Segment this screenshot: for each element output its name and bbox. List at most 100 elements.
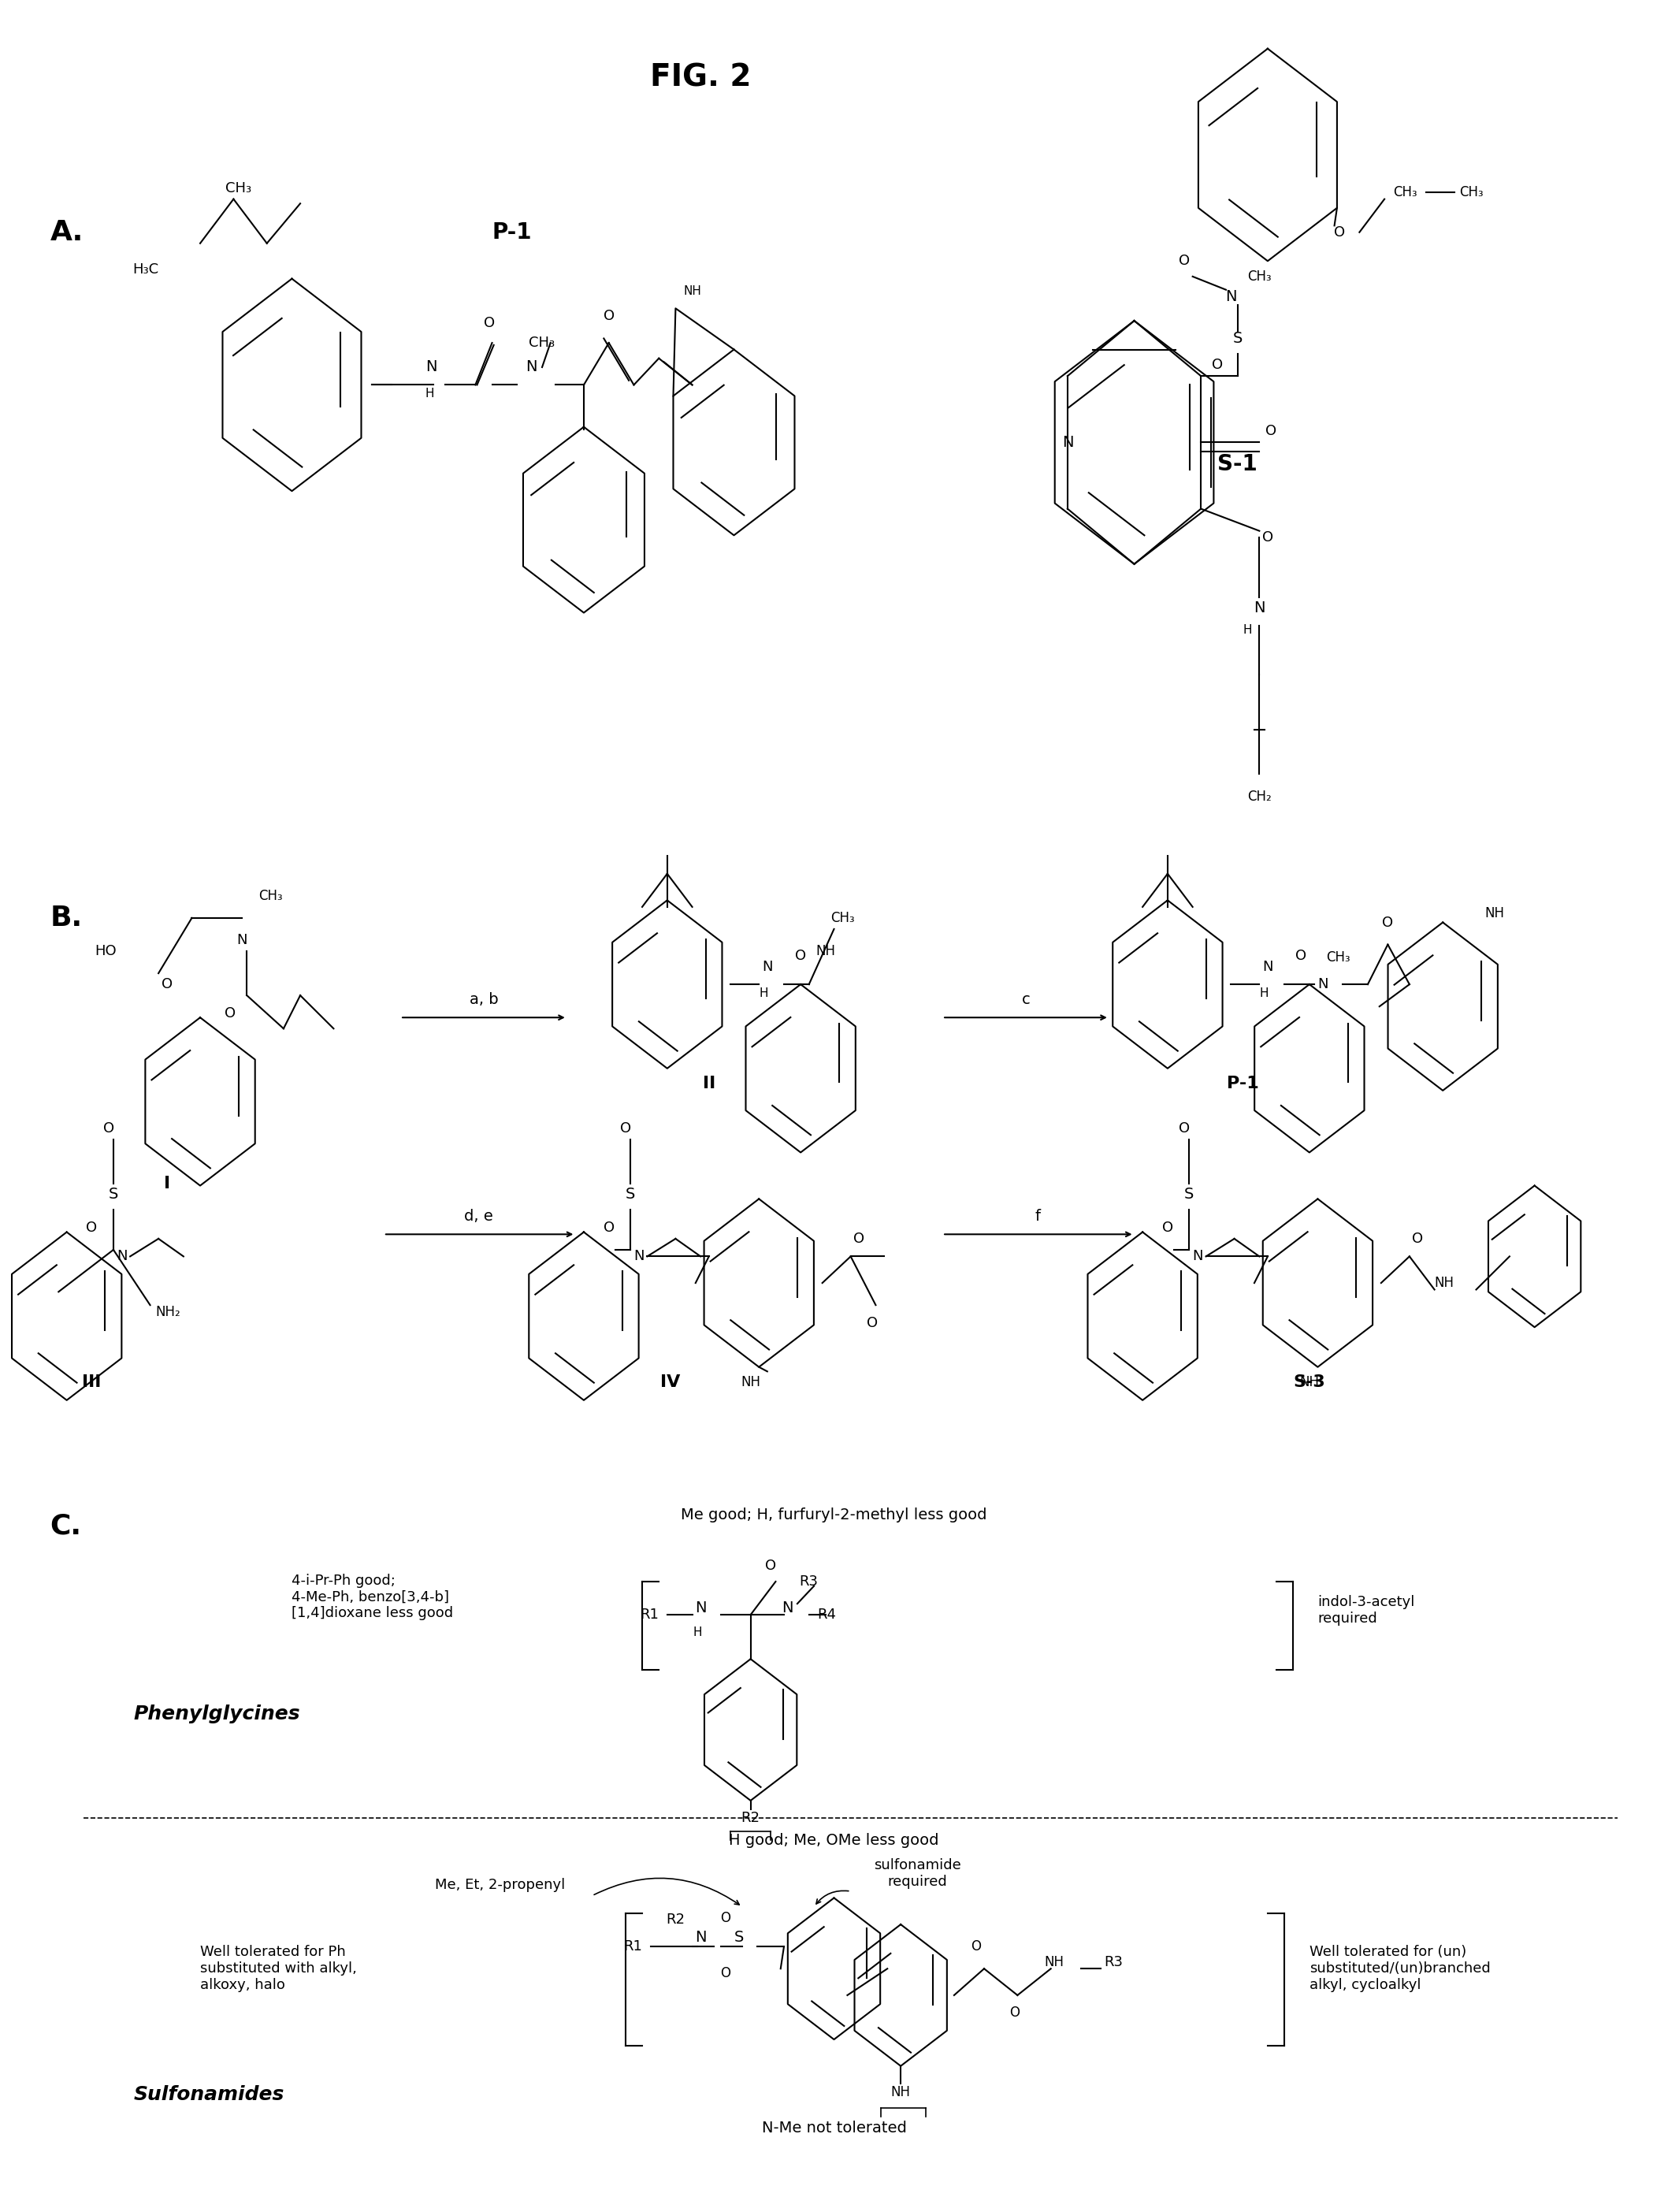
Text: O: O xyxy=(103,1121,113,1135)
Text: S: S xyxy=(1233,332,1243,345)
Text: H: H xyxy=(759,987,769,1000)
Text: O: O xyxy=(1163,1221,1173,1234)
Text: O: O xyxy=(1009,2006,1019,2020)
Text: NH₂: NH₂ xyxy=(155,1305,180,1318)
Text: CH₃: CH₃ xyxy=(1248,270,1271,283)
Text: O: O xyxy=(1413,1232,1423,1245)
Text: III: III xyxy=(82,1374,102,1391)
Text: O: O xyxy=(225,1006,235,1020)
Text: S: S xyxy=(626,1188,636,1201)
Text: NH: NH xyxy=(1044,1955,1064,1969)
Text: Me, Et, 2-propenyl: Me, Et, 2-propenyl xyxy=(435,1878,565,1891)
Text: O: O xyxy=(721,1911,731,1924)
Text: N: N xyxy=(696,1601,706,1615)
Text: H: H xyxy=(1243,624,1253,637)
Text: I: I xyxy=(163,1175,170,1192)
Text: NH: NH xyxy=(1299,1376,1319,1389)
Text: O: O xyxy=(1263,531,1273,544)
Text: O: O xyxy=(796,949,806,962)
Text: NH: NH xyxy=(891,2086,911,2099)
Text: B.: B. xyxy=(50,905,82,931)
Text: CH₃: CH₃ xyxy=(1326,951,1349,964)
Text: R3: R3 xyxy=(799,1575,819,1588)
Text: H: H xyxy=(692,1626,702,1639)
Text: CH₃: CH₃ xyxy=(225,181,252,195)
Text: R1: R1 xyxy=(641,1608,659,1621)
Text: d, e: d, e xyxy=(464,1210,494,1223)
Text: P-1: P-1 xyxy=(1226,1075,1259,1093)
Text: N: N xyxy=(696,1931,706,1944)
Text: f: f xyxy=(1034,1210,1041,1223)
Text: H good; Me, OMe less good: H good; Me, OMe less good xyxy=(729,1834,939,1847)
Text: CH₃: CH₃ xyxy=(259,889,282,902)
Text: O: O xyxy=(162,978,172,991)
Text: H: H xyxy=(1259,987,1269,1000)
Text: N: N xyxy=(1318,978,1328,991)
Text: N: N xyxy=(1193,1250,1203,1263)
Text: R4: R4 xyxy=(817,1608,836,1621)
Text: C.: C. xyxy=(50,1513,82,1540)
Text: O: O xyxy=(1213,358,1223,372)
Text: NH: NH xyxy=(684,285,702,296)
Text: O: O xyxy=(721,1966,731,1980)
Text: H: H xyxy=(425,387,434,400)
Text: Sulfonamides: Sulfonamides xyxy=(133,2086,284,2104)
Text: O: O xyxy=(604,1221,614,1234)
Text: N: N xyxy=(1063,436,1073,449)
Text: FIG. 2: FIG. 2 xyxy=(651,62,751,93)
Text: N-Me not tolerated: N-Me not tolerated xyxy=(762,2121,906,2135)
Text: CH₃: CH₃ xyxy=(1460,186,1483,199)
Text: P-1: P-1 xyxy=(492,221,532,243)
Text: a, b: a, b xyxy=(469,993,499,1006)
Text: S-3: S-3 xyxy=(1293,1374,1326,1391)
Text: 4-i-Pr-Ph good;
4-Me-Ph, benzo[3,4-b]
[1,4]dioxane less good: 4-i-Pr-Ph good; 4-Me-Ph, benzo[3,4-b] [1… xyxy=(292,1573,454,1621)
Text: Well tolerated for (un)
substituted/(un)branched
alkyl, cycloalkyl: Well tolerated for (un) substituted/(un)… xyxy=(1309,1944,1491,1993)
Text: II: II xyxy=(702,1075,716,1093)
Text: O: O xyxy=(604,310,614,323)
Text: O: O xyxy=(971,1940,981,1953)
Text: A.: A. xyxy=(50,219,83,246)
Text: O: O xyxy=(854,1232,864,1245)
Text: HO: HO xyxy=(95,945,117,958)
Text: R2: R2 xyxy=(666,1913,686,1927)
Text: N: N xyxy=(525,361,537,374)
Text: Well tolerated for Ph
substituted with alkyl,
alkoxy, halo: Well tolerated for Ph substituted with a… xyxy=(200,1944,357,1993)
Text: O: O xyxy=(87,1221,97,1234)
Text: N: N xyxy=(782,1601,792,1615)
Text: N: N xyxy=(634,1250,644,1263)
Text: NH: NH xyxy=(816,945,836,958)
Text: CH₃: CH₃ xyxy=(831,911,854,925)
Text: S: S xyxy=(1184,1188,1194,1201)
Text: Phenylglycines: Phenylglycines xyxy=(133,1705,300,1723)
Text: R3: R3 xyxy=(1104,1955,1123,1969)
Text: N: N xyxy=(117,1250,127,1263)
Text: IV: IV xyxy=(661,1374,681,1391)
Text: R1: R1 xyxy=(624,1940,642,1953)
Text: N: N xyxy=(237,933,247,947)
Text: H₃C: H₃C xyxy=(132,263,158,276)
Text: N: N xyxy=(425,361,437,374)
Text: NH: NH xyxy=(1434,1276,1454,1290)
Text: sulfonamide
required: sulfonamide required xyxy=(874,1858,961,1889)
Text: N: N xyxy=(1226,290,1236,303)
Text: O: O xyxy=(1383,916,1393,929)
Text: O: O xyxy=(766,1559,776,1573)
Text: O: O xyxy=(484,316,495,330)
Text: N: N xyxy=(1254,602,1264,615)
Text: indol-3-acetyl
required: indol-3-acetyl required xyxy=(1318,1595,1414,1626)
Text: O: O xyxy=(1296,949,1306,962)
Text: CH₃: CH₃ xyxy=(1393,186,1416,199)
Text: NH: NH xyxy=(1485,907,1505,920)
Text: R2: R2 xyxy=(741,1812,761,1825)
Text: O: O xyxy=(1179,1121,1189,1135)
Text: NH: NH xyxy=(741,1376,761,1389)
Text: S: S xyxy=(108,1188,118,1201)
Text: N: N xyxy=(1263,960,1273,973)
Text: CH₃: CH₃ xyxy=(529,336,555,349)
Text: N: N xyxy=(762,960,772,973)
Text: O: O xyxy=(1179,254,1189,268)
Text: O: O xyxy=(867,1316,877,1329)
Text: O: O xyxy=(620,1121,631,1135)
Text: Me good; H, furfuryl-2-methyl less good: Me good; H, furfuryl-2-methyl less good xyxy=(681,1509,987,1522)
Text: CH₂: CH₂ xyxy=(1248,790,1273,803)
